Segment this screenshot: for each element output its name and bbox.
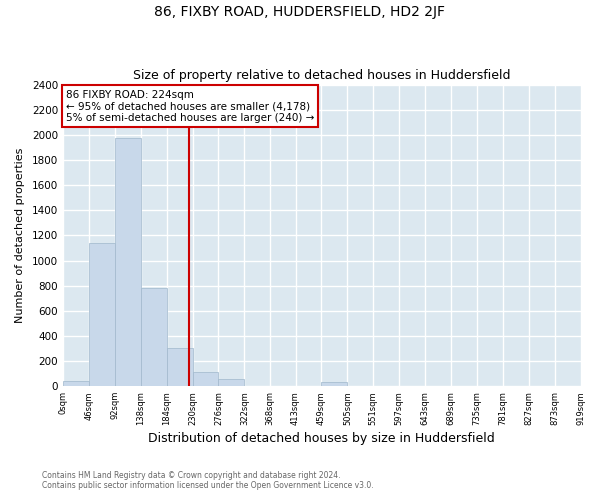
Y-axis label: Number of detached properties: Number of detached properties (15, 148, 25, 323)
Bar (115, 138, 141, 386)
Bar (167, 348, 193, 386)
Bar (193, 372, 218, 386)
X-axis label: Distribution of detached houses by size in Huddersfield: Distribution of detached houses by size … (148, 432, 495, 445)
Bar (141, 288, 167, 386)
Bar (63, 381, 89, 386)
Text: 86, FIXBY ROAD, HUDDERSFIELD, HD2 2JF: 86, FIXBY ROAD, HUDDERSFIELD, HD2 2JF (155, 5, 445, 19)
Bar (89, 243, 115, 386)
Text: 86 FIXBY ROAD: 224sqm
← 95% of detached houses are smaller (4,178)
5% of semi-de: 86 FIXBY ROAD: 224sqm ← 95% of detached … (66, 90, 314, 123)
Bar (218, 380, 244, 386)
Bar (322, 382, 347, 386)
Title: Size of property relative to detached houses in Huddersfield: Size of property relative to detached ho… (133, 69, 511, 82)
Text: Contains HM Land Registry data © Crown copyright and database right 2024.
Contai: Contains HM Land Registry data © Crown c… (42, 470, 374, 490)
